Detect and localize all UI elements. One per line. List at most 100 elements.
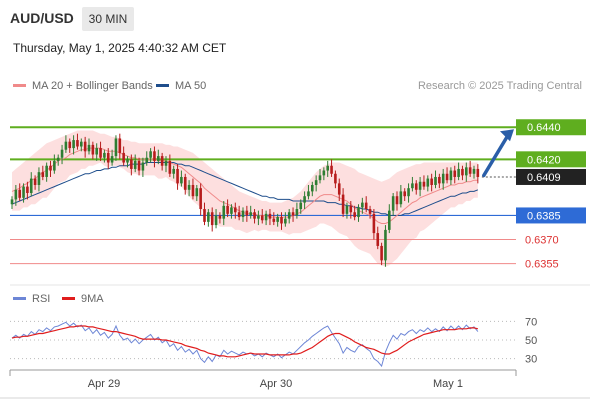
candle-body	[99, 148, 102, 158]
candle-body	[76, 140, 79, 147]
candle-body	[472, 168, 476, 174]
candle-body	[230, 207, 233, 214]
candle-body	[307, 191, 310, 197]
ma20-swatch	[13, 83, 26, 87]
candle-body	[103, 152, 106, 158]
candle-body	[180, 176, 183, 184]
rsi-line	[11, 321, 479, 368]
candle-body	[330, 165, 333, 174]
candle-body	[280, 217, 283, 224]
forecast-arrow-head	[500, 129, 514, 142]
candle-body	[168, 160, 172, 174]
candle-body	[341, 194, 345, 214]
candle-body	[22, 186, 25, 198]
candle-body	[29, 178, 33, 193]
current-price-tag	[516, 168, 586, 185]
candle-body	[399, 191, 403, 205]
candle-body	[80, 141, 83, 147]
candle-body	[353, 212, 356, 218]
candle-body	[395, 196, 399, 205]
candle-body	[126, 159, 129, 163]
candle-body	[349, 205, 353, 213]
candle-body	[41, 172, 45, 177]
candle-body	[137, 160, 141, 171]
candle-body	[60, 149, 64, 158]
candle-body	[337, 183, 341, 195]
candle-body	[214, 215, 218, 226]
legend-rsi: RSI	[13, 293, 50, 305]
candle-body	[203, 209, 206, 222]
candle-body	[441, 173, 445, 184]
candle-body	[14, 189, 18, 200]
candle-body	[361, 202, 364, 208]
timestamp: Thursday, May 1, 2025 4:40:32 AM CET	[13, 41, 227, 55]
level-tag-0.6385	[516, 207, 586, 224]
rsi-ma-line	[11, 325, 479, 358]
candle-body	[453, 170, 457, 177]
credit-text: Research © 2025 Trading Central	[417, 80, 582, 92]
candle-body	[210, 212, 214, 226]
bollinger-band	[12, 130, 478, 267]
candle-body	[249, 212, 252, 216]
candle-body	[207, 212, 210, 222]
candle-body	[72, 140, 75, 149]
candle-body	[56, 157, 60, 161]
candle-body	[53, 160, 56, 171]
rsi-tick-30: 30	[525, 354, 537, 366]
candle-body	[430, 178, 433, 185]
candle-body	[83, 141, 87, 152]
candle-body	[10, 199, 14, 205]
candle-body	[222, 205, 226, 219]
rsi-swatch	[13, 296, 26, 300]
rsi-ma-swatch	[62, 296, 75, 300]
candle-body	[110, 156, 114, 163]
candle-body	[434, 176, 437, 185]
level-tag-0.6420	[516, 151, 586, 168]
symbol-title: AUD/USD	[10, 10, 74, 26]
candle-body	[414, 183, 418, 190]
candle-body	[422, 181, 426, 187]
candle-body	[322, 170, 326, 176]
legend-ma50: MA 50	[156, 80, 206, 92]
candle-body	[130, 159, 133, 169]
candle-body	[218, 215, 222, 219]
ma50-line	[11, 162, 479, 216]
candle-body	[106, 152, 110, 163]
candle-body	[91, 144, 95, 155]
candle-body	[418, 181, 422, 190]
candle-body	[141, 162, 145, 171]
candle-body	[199, 188, 202, 210]
candle-body	[183, 176, 187, 190]
candle-body	[176, 168, 179, 184]
candle-body	[87, 144, 91, 152]
candle-body	[68, 141, 72, 149]
candle-body	[64, 141, 68, 150]
candle-body	[438, 176, 441, 184]
candle-body	[357, 207, 360, 218]
candle-body	[287, 212, 291, 219]
candle-body	[257, 215, 260, 219]
candle-body	[49, 165, 52, 171]
candle-body	[241, 210, 245, 218]
candle-body	[118, 138, 122, 153]
level-label-0.6370: 0.6370	[525, 235, 559, 247]
candle-body	[37, 172, 41, 185]
legend-rsi-label: RSI	[32, 293, 51, 305]
candle-body	[449, 170, 453, 181]
candle-body	[295, 209, 299, 216]
candle-body	[272, 218, 276, 222]
candle-body	[172, 168, 175, 174]
candle-body	[384, 229, 387, 261]
candle-body	[226, 205, 229, 214]
chart-header: AUD/USD 30 MIN	[0, 0, 590, 36]
level-label-0.6420: 0.6420	[527, 154, 561, 166]
forecast-arrow-shaft	[482, 133, 510, 178]
timeframe-button[interactable]: 30 MIN	[82, 7, 134, 31]
rsi-tick-70: 70	[525, 316, 537, 328]
candle-body	[191, 184, 195, 197]
candle-body	[145, 157, 149, 163]
candle-body	[45, 165, 48, 177]
legend-ma50-label: MA 50	[175, 80, 207, 92]
legend-rsi-ma-label: 9MA	[81, 293, 104, 305]
